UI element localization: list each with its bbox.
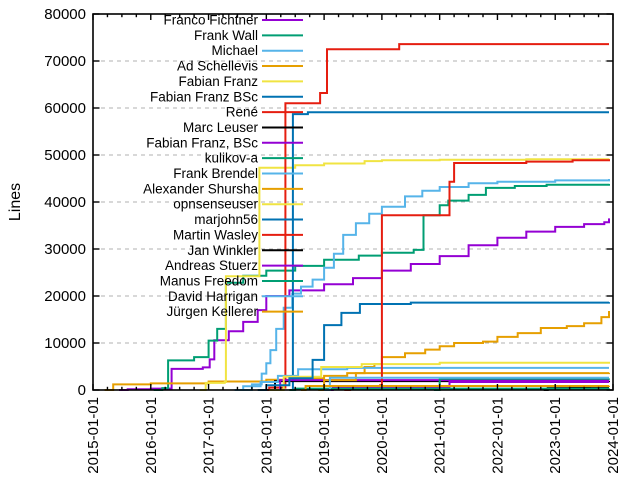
series-ad-schellevis	[104, 311, 610, 391]
legend-label-martin-wasley: Martin Wasley	[173, 227, 258, 242]
legend-label-marjohn56: marjohn56	[194, 212, 258, 227]
axis-labels: 0 10000 20000 30000 40000 50000 60000 70000 8000…	[44, 6, 622, 474]
legend-label-fabian-franz-bsc: Fabian Franz, BSc	[146, 135, 258, 150]
x-tick-label-2017-01-01: 2017-01-01	[201, 397, 218, 474]
legend-label-andreas-stuerz: Andreas Stuerz	[165, 258, 258, 273]
legend-label-jan-winkler: Jan Winkler	[187, 243, 258, 258]
x-tick-label-2018-01-01: 2018-01-01	[258, 397, 275, 474]
x-tick-label-2022-01-01: 2022-01-01	[489, 397, 506, 474]
legend-label-david-harrigan: David Harrigan	[168, 289, 258, 304]
legend-label-frank-brendel: Frank Brendel	[173, 166, 258, 181]
x-tick-label-2024-01-01: 2024-01-01	[605, 397, 622, 474]
legend-label-marc-leuser: Marc Leuser	[183, 120, 259, 135]
y-tick-label-20000: 20000	[44, 288, 86, 305]
y-tick-label-0: 0	[78, 382, 86, 399]
series-marjohn56	[257, 301, 610, 391]
y-tick-label-30000: 30000	[44, 241, 86, 258]
axes-frame	[92, 13, 614, 391]
y-tick-label-80000: 80000	[44, 6, 86, 23]
x-tick-label-2021-01-01: 2021-01-01	[432, 397, 449, 474]
x-tick-label-2023-01-01: 2023-01-01	[547, 397, 564, 474]
legend-label-manus-freedom: Manus Freedom	[160, 273, 258, 288]
y-tick-label-10000: 10000	[44, 335, 86, 352]
legend-label-opnsenseuser: opnsenseuser	[173, 197, 258, 212]
legend-label-ren-: René	[226, 105, 258, 120]
series-frank-brendel	[234, 366, 609, 391]
y-tick-label-50000: 50000	[44, 147, 86, 164]
legend-label-ad-schellevis: Ad Schellevis	[177, 59, 258, 74]
x-tick-label-2015-01-01: 2015-01-01	[85, 397, 102, 474]
legend-label-fabian-franz-bsc: Fabian Franz BSc	[150, 89, 258, 104]
legend-label-frank-wall: Frank Wall	[194, 28, 258, 43]
series-ren-	[263, 43, 609, 391]
y-axis-title: Lines	[7, 183, 24, 221]
series-martin-wasley	[344, 159, 610, 391]
legend-label-franco-fichtner: Franco Fichtner	[163, 13, 258, 28]
gridlines	[93, 60, 613, 344]
series-franco-fichtner	[119, 218, 610, 391]
y-tick-label-70000: 70000	[44, 53, 86, 70]
legend-label-michael: Michael	[211, 43, 258, 58]
y-tick-label-40000: 40000	[44, 194, 86, 211]
legend-label-kulikov-a: kulikov-a	[205, 151, 259, 166]
legend-label-alexander-shursha: Alexander Shursha	[143, 181, 258, 196]
x-tick-label-2016-01-01: 2016-01-01	[143, 397, 160, 474]
series-michael	[240, 179, 610, 391]
series-opnsenseuser	[269, 361, 610, 391]
legend-label-fabian-franz: Fabian Franz	[178, 74, 258, 89]
series-fabian-franz-bsc	[290, 111, 609, 391]
series-frank-wall	[153, 183, 610, 391]
x-tick-label-2020-01-01: 2020-01-01	[374, 397, 391, 474]
legend-label-j-rgen-kellerer: Jürgen Kellerer	[166, 304, 258, 319]
x-tick-label-2019-01-01: 2019-01-01	[316, 397, 333, 474]
series-fabian-franz	[199, 158, 610, 391]
y-tick-label-60000: 60000	[44, 100, 86, 117]
